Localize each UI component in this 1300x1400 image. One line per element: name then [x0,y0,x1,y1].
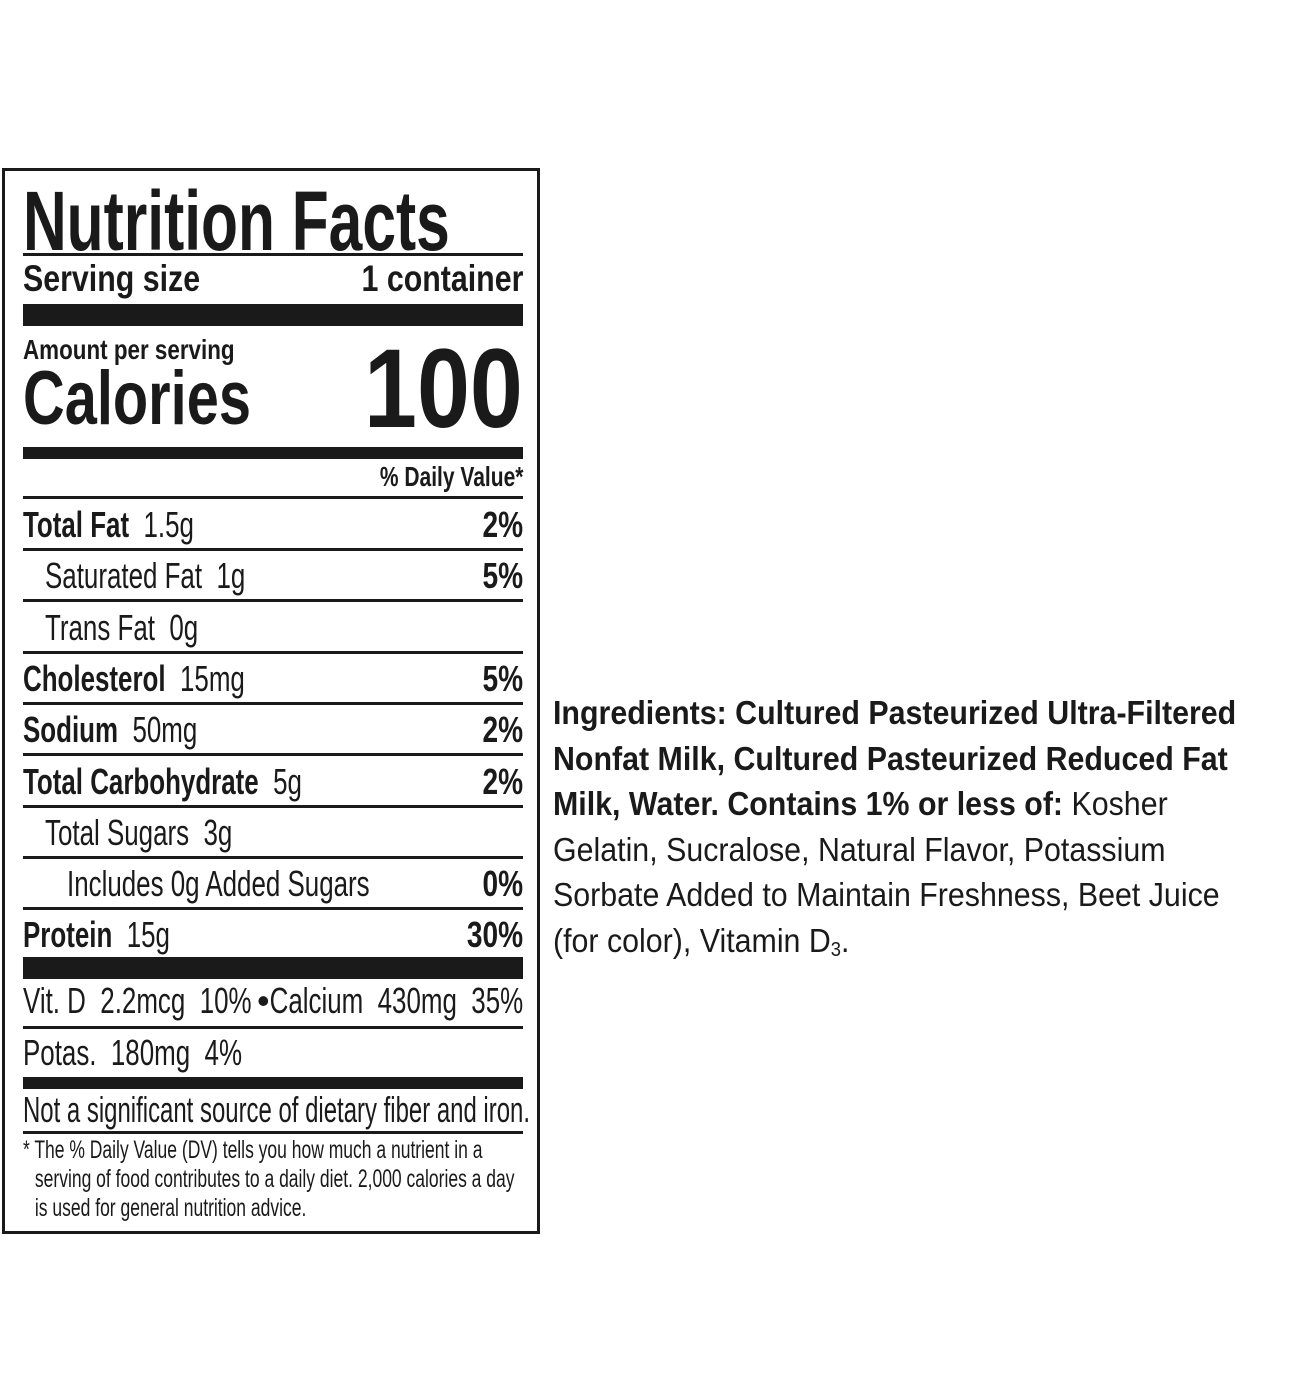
nutrient-name-group: Trans Fat 0g [45,606,198,650]
footnote-line: * The % Daily Value (DV) tells you how m… [23,1136,483,1164]
divider [23,804,523,808]
ingredients-line: Milk, Water. Contains 1% or less of: Kos… [553,781,1236,827]
subscript: 3 [830,938,842,961]
ingredients-text: Ingredients: Cultured Pasteurized Ultra-… [553,690,1296,973]
nutrient-daily-value: 2% [482,504,523,545]
divider [23,599,523,603]
ingredients-line: Ingredients: Cultured Pasteurized Ultra-… [553,694,1237,731]
nutrient-name: Total Fat [23,504,130,545]
ingredients-line: Gelatin, Sucralose, Natural Flavor, Pota… [553,830,1166,868]
nutrient-name-group: Protein 15g [23,913,170,957]
nutrient-amount: 1.5g [143,504,194,545]
calories-value-row: 100 [23,326,523,451]
nutrient-name-group: Total Fat 1.5g [23,503,194,547]
vitamin-row-2: Potas. 180mg 4% [23,1033,523,1073]
nutrient-name-group: Cholesterol 15mg [23,657,245,701]
divider [23,650,523,654]
calories-row: Calories [23,356,523,441]
nutrient-name-group: Total Carbohydrate 5g [23,760,302,804]
nutrient-row: Includes 0g Added Sugars 0% [23,862,523,906]
nutrient-amount: 5g [273,760,302,802]
divider [23,753,523,757]
ingredients-line: Sorbate Added to Maintain Freshness, Bee… [553,876,1220,913]
nutrient-name: Saturated Fat [45,555,203,597]
vitamin-row-1: Vit. D 2.2mcg 10% • Calcium 430mg 35% [23,981,523,1021]
ingredients-bold: Milk, Water. Contains 1% or less of: [553,785,1064,822]
calcium: Calcium 430mg 35% [269,980,523,1021]
nutrient-name: Trans Fat [45,606,155,648]
nutrient-row: Total Carbohydrate 5g 2% [23,760,523,804]
footnote-line: serving of food contributes to a daily d… [34,1165,515,1193]
divider-thick [23,957,523,979]
calories-value: 100 [364,326,523,451]
nutrient-amount: 15g [126,914,170,956]
ingredients-regular: . [841,921,850,959]
bullet: • [257,980,270,1021]
nutrient-row: Saturated Fat 1g 5% [23,554,523,598]
divider [23,496,523,499]
divider [23,855,523,859]
nutrient-row: Trans Fat 0g [23,606,523,650]
nutrient-daily-value: 2% [482,760,523,802]
divider [23,1026,523,1029]
ingredients-regular: Kosher [1063,785,1168,822]
footnote-line: is used for general nutrition advice. [34,1194,307,1222]
nutrient-amount: 0g [169,606,199,648]
daily-value-header-text: % Daily Value* [379,461,523,492]
nutrient-name: Total Sugars [45,811,190,853]
divider [23,907,523,911]
vitamin-d: Vit. D 2.2mcg 10% [23,980,252,1021]
nutrient-row: Total Fat 1.5g 2% [23,503,523,547]
ingredients-line: Nonfat Milk, Cultured Pasteurized Reduce… [553,739,1228,777]
nutrient-name: Protein [23,914,113,956]
nutrient-row: Sodium 50mg 2% [23,708,523,752]
nutrient-daily-value: 30% [466,914,523,956]
nutrient-amount: 1g [216,555,246,597]
nutrient-row: Cholesterol 15mg 5% [23,657,523,701]
daily-value-header: % Daily Value* [23,461,523,493]
divider [23,548,523,551]
nutrient-daily-value: 5% [482,555,523,597]
nutrient-name: Cholesterol [23,657,166,699]
amount-per-serving: Amount per serving [23,335,523,365]
nutrient-name-group: Sodium 50mg [23,708,197,752]
divider [23,253,523,256]
potassium: Potas. 180mg 4% [23,1032,243,1073]
nutrient-name: Includes 0g Added Sugars [67,863,370,905]
nutrient-daily-value: 0% [482,863,523,905]
amount-per-serving-text: Amount per serving [23,334,235,365]
nutrient-amount: 3g [203,811,233,853]
nutrient-row: Protein 15g 30% [23,913,523,957]
nutrient-name-group: Includes 0g Added Sugars [67,862,384,906]
ingredients-line: (for color), Vitamin D3. [553,918,1236,974]
calories-label: Calories [23,356,251,441]
nutrient-amount: 50mg [132,709,198,751]
not-significant-row: Not a significant source of dietary fibe… [23,1090,530,1130]
divider-thick [23,304,523,326]
nutrient-name-group: Saturated Fat 1g [45,554,245,598]
nutrient-daily-value: 5% [482,657,523,699]
nutrition-facts-title: Nutrition Facts [23,174,523,268]
footnote-text: * The % Daily Value (DV) tells you how m… [23,1136,515,1223]
nutrient-daily-value: 2% [482,709,523,751]
nutrient-name: Sodium [23,709,119,751]
divider-medium [23,447,523,459]
title-text: Nutrition Facts [23,174,450,268]
serving-size-value: 1 container [361,258,523,299]
nutrient-name: Total Carbohydrate [23,760,259,802]
serving-size-row: Serving size 1 container [23,259,523,299]
footnote: * The % Daily Value (DV) tells you how m… [23,1136,523,1226]
nutrient-name-group: Total Sugars 3g [45,811,232,855]
nutrient-row: Total Sugars 3g [23,811,523,855]
divider [23,701,523,705]
nutrition-facts-panel: Nutrition Facts Serving size 1 container… [2,168,540,1234]
divider [23,1131,523,1134]
serving-size-label: Serving size [23,258,201,299]
divider-medium [23,1077,523,1089]
ingredients-regular: (for color), Vitamin D [553,921,831,959]
not-significant-text: Not a significant source of dietary fibe… [23,1089,531,1130]
nutrient-amount: 15mg [180,657,245,699]
